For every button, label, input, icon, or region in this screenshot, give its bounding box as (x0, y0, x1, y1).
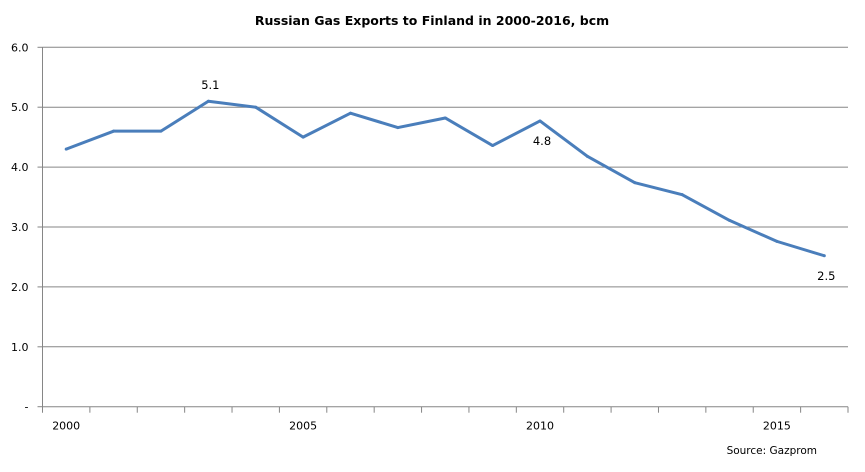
x-tick-label: 2010 (526, 420, 554, 433)
y-tick-label: 6.0 (11, 41, 29, 54)
data-point (159, 129, 163, 133)
data-point (680, 193, 684, 197)
y-tick-label: 3.0 (11, 221, 29, 234)
y-tick-label: 5.0 (11, 101, 29, 114)
source-note: Source: Gazprom (727, 445, 817, 457)
data-point (112, 129, 116, 133)
data-point (396, 126, 400, 130)
data-point (585, 154, 589, 158)
data-point (491, 144, 495, 148)
x-tick-label: 2015 (763, 420, 791, 433)
data-point (728, 218, 732, 222)
x-tick-label: 2000 (52, 420, 80, 433)
data-point (64, 147, 68, 151)
data-label: 5.1 (201, 78, 219, 92)
data-point (443, 116, 447, 120)
y-tick-label: 1.0 (11, 341, 29, 354)
chart-title: Russian Gas Exports to Finland in 2000-2… (255, 13, 609, 28)
data-point (822, 254, 826, 258)
data-point (775, 239, 779, 243)
x-tick-label: 2005 (289, 420, 317, 433)
y-tick-label: 4.0 (11, 161, 29, 174)
series-line (65, 99, 825, 258)
data-label: 4.8 (533, 134, 551, 148)
data-label: 2.5 (817, 269, 835, 283)
y-tick-label: 2.0 (11, 281, 29, 294)
data-point (538, 119, 542, 123)
data-point (633, 181, 637, 185)
data-point (301, 135, 305, 139)
y-tick-label: - (25, 401, 29, 414)
data-point (348, 111, 352, 115)
data-point (254, 105, 258, 109)
data-point (206, 99, 210, 103)
